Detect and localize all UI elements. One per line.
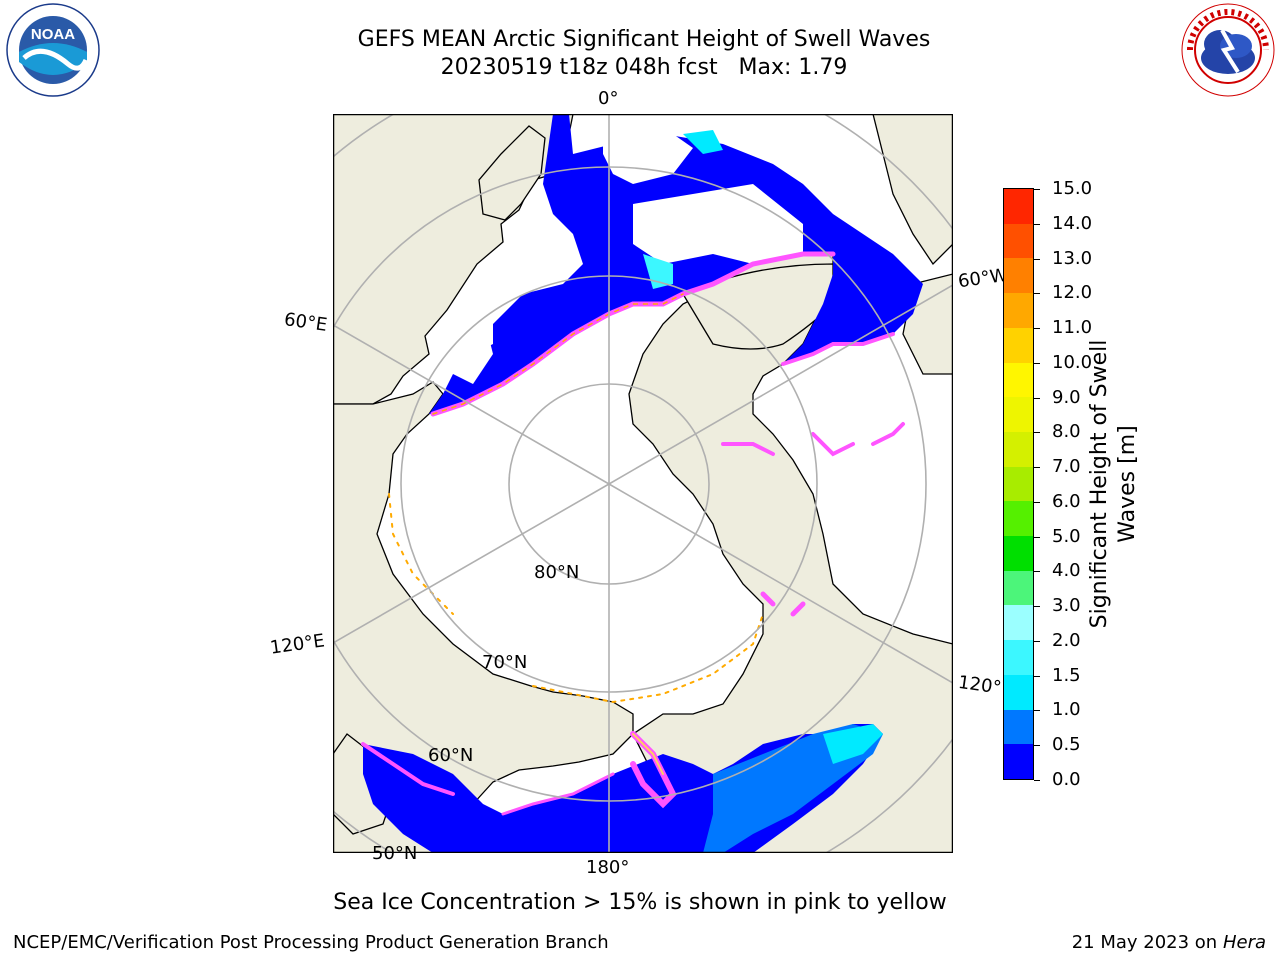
- meridian-label-60e: 60°E: [282, 309, 329, 336]
- colorbar-tick-mark: [1034, 258, 1040, 260]
- colorbar-tick-mark: [1034, 640, 1040, 642]
- colorbar-segment: [1004, 258, 1033, 294]
- colorbar-tick-label: 12.0: [1052, 282, 1093, 304]
- colorbar-segment: [1004, 327, 1033, 363]
- colorbar-tick-label: 1.5: [1052, 664, 1081, 686]
- colorbar-tick-label: 14.0: [1052, 212, 1093, 234]
- parallel-label-60n: 60°N: [428, 745, 474, 766]
- colorbar-tick-label: 0.0: [1052, 769, 1081, 790]
- colorbar-segment: [1004, 605, 1033, 641]
- colorbar-tick-label: 5.0: [1052, 525, 1081, 547]
- colorbar-tick-mark: [1034, 606, 1040, 608]
- colorbar-tick-mark: [1034, 745, 1040, 747]
- meridian-label-180: 180°: [586, 857, 630, 878]
- colorbar-segment: [1004, 362, 1033, 398]
- colorbar-tick-mark: [1034, 501, 1040, 503]
- colorbar-tick-label: 11.0: [1052, 317, 1093, 339]
- colorbar-tick-mark: [1034, 397, 1040, 399]
- footer-date-text: 21 May 2023 on: [1071, 932, 1218, 953]
- colorbar-tick-label: 9.0: [1052, 386, 1081, 408]
- sea-ice-note: Sea Ice Concentration > 15% is shown in …: [333, 890, 947, 915]
- colorbar-label-line1: Significant Height of Swell: [1087, 339, 1112, 629]
- chart-subtitle: 20230519 t18z 048h fcst Max: 1.79: [440, 55, 848, 80]
- colorbar-tick-mark: [1034, 675, 1040, 677]
- noaa-logo: NOAA: [6, 3, 100, 97]
- colorbar-tick-label: 6.0: [1052, 490, 1081, 512]
- colorbar-tick-mark: [1034, 189, 1040, 190]
- colorbar-tick-label: 3.0: [1052, 595, 1081, 617]
- parallel-label-50n: 50°N: [372, 843, 418, 864]
- land-masses: [333, 114, 953, 853]
- colorbar-tick-mark: [1034, 467, 1040, 469]
- colorbar-tick-mark: [1034, 223, 1040, 225]
- colorbar-tick-mark: [1034, 571, 1040, 573]
- colorbar-segment: [1004, 189, 1033, 224]
- footer-credit: NCEP/EMC/Verification Post Processing Pr…: [13, 932, 609, 953]
- colorbar-tick-label: 13.0: [1052, 247, 1093, 269]
- colorbar-tick-label: 8.0: [1052, 421, 1081, 443]
- parallel-label-80n: 80°N: [534, 562, 580, 583]
- noaa-logo-text: NOAA: [31, 26, 75, 43]
- colorbar-segment: [1004, 744, 1033, 779]
- colorbar-segment: [1004, 223, 1033, 259]
- colorbar-tick-mark: [1034, 362, 1040, 364]
- colorbar-tick-label: 0.5: [1052, 734, 1081, 756]
- colorbar-tick-mark: [1034, 328, 1040, 330]
- map-border: [333, 114, 953, 853]
- colorbar-segment: [1004, 431, 1033, 467]
- colorbar: [1003, 188, 1034, 780]
- footer-date: 21 May 2023 on Hera: [1072, 932, 1266, 953]
- swell-field: [363, 114, 923, 853]
- colorbar-tick-mark: [1034, 293, 1040, 295]
- colorbar-tick-mark: [1034, 536, 1040, 538]
- meridian-label-0: 0°: [598, 88, 619, 109]
- colorbar-segment: [1004, 397, 1033, 432]
- colorbar-segment: [1004, 466, 1033, 502]
- colorbar-tick-label: 15.0: [1052, 178, 1093, 199]
- footer-machine: Hera: [1222, 932, 1266, 953]
- colorbar-segment: [1004, 640, 1033, 675]
- colorbar-tick-label: 1.0: [1052, 699, 1081, 721]
- colorbar-tick-label: 2.0: [1052, 629, 1081, 651]
- parallel-label-70n: 70°N: [482, 652, 528, 673]
- meridian-label-60w: 60°W: [956, 264, 1009, 293]
- colorbar-segment: [1004, 570, 1033, 606]
- colorbar-segment: [1004, 293, 1033, 328]
- colorbar-segment: [1004, 536, 1033, 571]
- colorbar-segment: [1004, 501, 1033, 537]
- colorbar-tick-label: 7.0: [1052, 456, 1081, 478]
- graticule: [333, 114, 953, 853]
- colorbar-segment: [1004, 709, 1033, 745]
- chart-title: GEFS MEAN Arctic Significant Height of S…: [357, 27, 931, 52]
- colorbar-tick-mark: [1034, 780, 1040, 781]
- colorbar-segment: [1004, 674, 1033, 710]
- colorbar-label-line2: Waves [m]: [1115, 425, 1140, 543]
- colorbar-tick-mark: [1034, 710, 1040, 712]
- colorbar-tick-label: 4.0: [1052, 560, 1081, 582]
- colorbar-tick-mark: [1034, 432, 1040, 434]
- meridian-label-120e: 120°E: [268, 630, 326, 659]
- nws-logo: [1181, 3, 1275, 97]
- colorbar-tick-label: 10.0: [1052, 351, 1093, 373]
- polar-map: [333, 114, 953, 853]
